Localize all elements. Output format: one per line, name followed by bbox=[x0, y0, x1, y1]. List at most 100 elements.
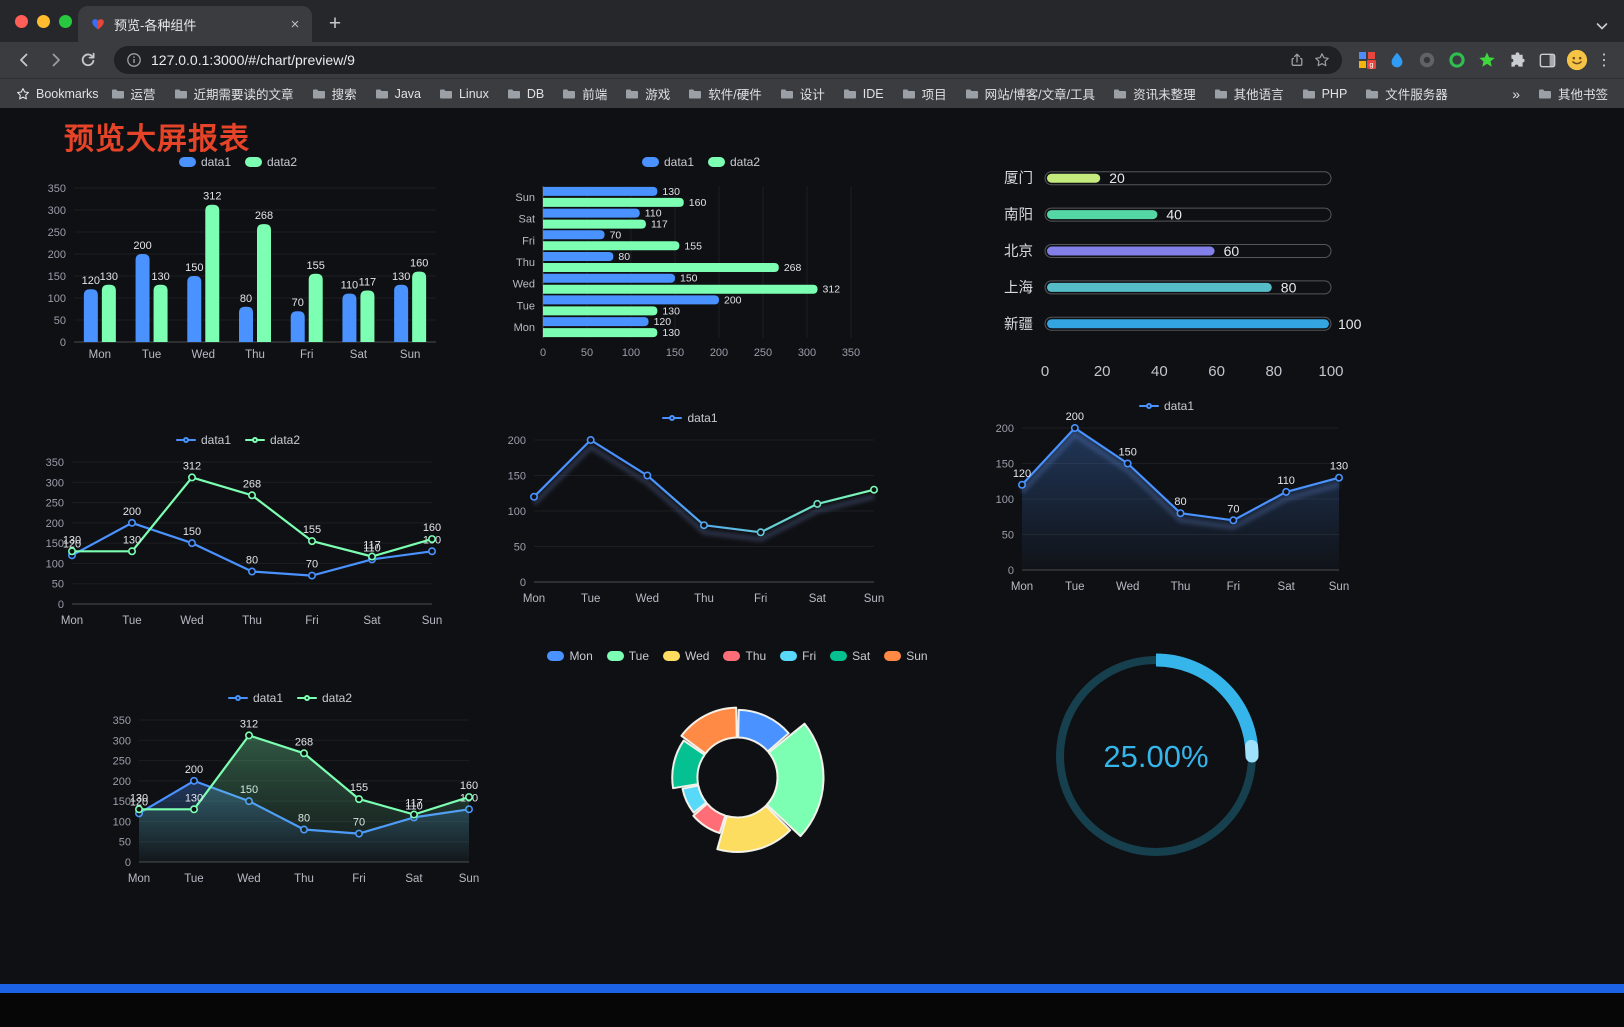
data-point bbox=[248, 491, 257, 500]
legend-item-data2[interactable]: data2 bbox=[245, 433, 300, 447]
svg-text:Fri: Fri bbox=[305, 615, 318, 627]
bar bbox=[308, 273, 323, 342]
bookmark-item[interactable]: 运营 bbox=[105, 81, 162, 106]
bookmark-label: 运营 bbox=[130, 88, 156, 102]
bookmark-item[interactable]: 其他语言 bbox=[1208, 81, 1290, 106]
bookmark-item[interactable]: 资讯未整理 bbox=[1107, 81, 1202, 106]
legend-item-data1[interactable]: data1 bbox=[178, 155, 231, 169]
site-info-icon[interactable] bbox=[126, 52, 142, 68]
reload-button[interactable] bbox=[74, 46, 102, 74]
bookmark-item[interactable]: 软件/硬件 bbox=[682, 81, 767, 106]
address-bar[interactable]: 127.0.0.1:3000/#/chart/preview/9 bbox=[114, 46, 1342, 74]
legend-item-data1[interactable]: data1 bbox=[662, 411, 718, 425]
back-button[interactable] bbox=[10, 46, 38, 74]
sidebar-toggle-icon[interactable] bbox=[1534, 47, 1560, 73]
svg-text:268: 268 bbox=[784, 262, 802, 274]
folder-icon bbox=[1538, 88, 1552, 100]
zoom-window-button[interactable] bbox=[59, 15, 72, 28]
capsule-fill bbox=[1047, 246, 1215, 256]
bar bbox=[543, 306, 658, 316]
data-point bbox=[1334, 473, 1343, 482]
legend-item-data1[interactable]: data1 bbox=[175, 433, 231, 447]
legend-item-data2[interactable]: data2 bbox=[245, 155, 297, 169]
svg-text:Sat: Sat bbox=[809, 593, 827, 605]
bookmark-item[interactable]: 搜索 bbox=[306, 81, 363, 106]
svg-text:Thu: Thu bbox=[1171, 581, 1191, 593]
profile-avatar[interactable] bbox=[1564, 47, 1590, 73]
bar bbox=[290, 311, 305, 342]
bar bbox=[239, 306, 253, 342]
svg-text:350: 350 bbox=[113, 715, 131, 727]
url-text[interactable]: 127.0.0.1:3000/#/chart/preview/9 bbox=[151, 52, 355, 68]
bar bbox=[543, 328, 658, 338]
svg-text:200: 200 bbox=[724, 294, 742, 306]
legend-item-Tue[interactable]: Tue bbox=[606, 649, 649, 663]
legend-marker bbox=[830, 651, 848, 661]
bookmark-item[interactable]: DB bbox=[501, 84, 550, 104]
share-icon[interactable] bbox=[1289, 52, 1305, 68]
new-tab-button[interactable]: + bbox=[328, 12, 342, 35]
extension-star-icon[interactable] bbox=[1474, 47, 1500, 73]
extensions-puzzle-icon[interactable] bbox=[1504, 47, 1530, 73]
extension-grid-icon[interactable]: g bbox=[1354, 47, 1380, 73]
legend-item-Wed[interactable]: Wed bbox=[663, 649, 709, 663]
browser-tab[interactable]: 预览-各种组件 × bbox=[78, 6, 312, 42]
below-footer-area bbox=[0, 993, 1624, 1027]
legend-item-Mon[interactable]: Mon bbox=[547, 649, 593, 663]
data-point bbox=[1070, 424, 1079, 433]
svg-text:Sat: Sat bbox=[1278, 581, 1296, 593]
svg-text:200: 200 bbox=[710, 347, 728, 359]
bookmark-item[interactable]: 文件服务器 bbox=[1359, 81, 1454, 106]
folder-icon bbox=[688, 88, 702, 100]
legend-item-data1[interactable]: data1 bbox=[1138, 399, 1194, 413]
forward-button[interactable] bbox=[42, 46, 70, 74]
svg-text:Wed: Wed bbox=[636, 593, 659, 605]
extension-ring-icon[interactable] bbox=[1444, 47, 1470, 73]
extension-circle-icon[interactable] bbox=[1414, 47, 1440, 73]
svg-text:新疆: 新疆 bbox=[1004, 316, 1033, 333]
extension-drop-icon[interactable] bbox=[1384, 47, 1410, 73]
bookmark-item[interactable]: Linux bbox=[433, 84, 495, 104]
svg-text:Wed: Wed bbox=[237, 873, 260, 885]
legend-item-Sun[interactable]: Sun bbox=[884, 649, 928, 663]
svg-text:0: 0 bbox=[58, 599, 64, 611]
svg-text:130: 130 bbox=[662, 305, 680, 317]
legend-item-data1[interactable]: data1 bbox=[227, 691, 283, 705]
horizontal-bar-chart: data1 data2 0 50 100 150 200 250 300 350 Mon 120 130… bbox=[505, 152, 897, 364]
svg-text:160: 160 bbox=[460, 780, 478, 792]
bar bbox=[543, 241, 680, 251]
legend-item-Thu[interactable]: Thu bbox=[723, 649, 766, 663]
bookmark-item[interactable]: 项目 bbox=[896, 81, 953, 106]
tab-close-icon[interactable]: × bbox=[290, 15, 300, 33]
bookmark-item[interactable]: PHP bbox=[1296, 84, 1354, 104]
bookmark-star-icon[interactable] bbox=[1314, 52, 1330, 68]
folder-icon bbox=[1214, 88, 1228, 100]
close-window-button[interactable] bbox=[15, 15, 28, 28]
bookmark-label: 设计 bbox=[799, 88, 825, 102]
legend-marker bbox=[663, 651, 681, 661]
bookmark-item[interactable]: 网站/博客/文章/工具 bbox=[959, 81, 1101, 106]
legend-item-data2[interactable]: data2 bbox=[708, 155, 760, 169]
data-point bbox=[354, 795, 363, 804]
svg-text:200: 200 bbox=[46, 518, 64, 530]
bookmark-item[interactable]: 设计 bbox=[774, 81, 831, 106]
bookmark-item[interactable]: IDE bbox=[837, 84, 890, 104]
legend-item-data1[interactable]: data1 bbox=[641, 155, 694, 169]
bar bbox=[135, 254, 150, 342]
bookmark-item[interactable]: 游戏 bbox=[619, 81, 676, 106]
other-bookmarks-item[interactable]: 其他书签 bbox=[1532, 81, 1614, 106]
browser-menu-icon[interactable]: ⋮ bbox=[1596, 52, 1612, 69]
legend-item-Sat[interactable]: Sat bbox=[830, 649, 870, 663]
legend-marker bbox=[884, 651, 902, 661]
legend-item-data2[interactable]: data2 bbox=[297, 691, 352, 705]
minimize-window-button[interactable] bbox=[37, 15, 50, 28]
bookmarks-manager-item[interactable]: Bookmarks bbox=[10, 84, 105, 104]
bookmark-item[interactable]: 前端 bbox=[556, 81, 613, 106]
bookmarks-overflow-icon[interactable]: » bbox=[1512, 85, 1520, 102]
svg-text:117: 117 bbox=[359, 277, 377, 289]
legend-item-Fri[interactable]: Fri bbox=[780, 649, 816, 663]
svg-text:100: 100 bbox=[996, 494, 1014, 506]
tab-search-icon[interactable] bbox=[1594, 18, 1610, 34]
bookmark-item[interactable]: Java bbox=[369, 84, 427, 104]
bookmark-item[interactable]: 近期需要读的文章 bbox=[168, 81, 300, 106]
